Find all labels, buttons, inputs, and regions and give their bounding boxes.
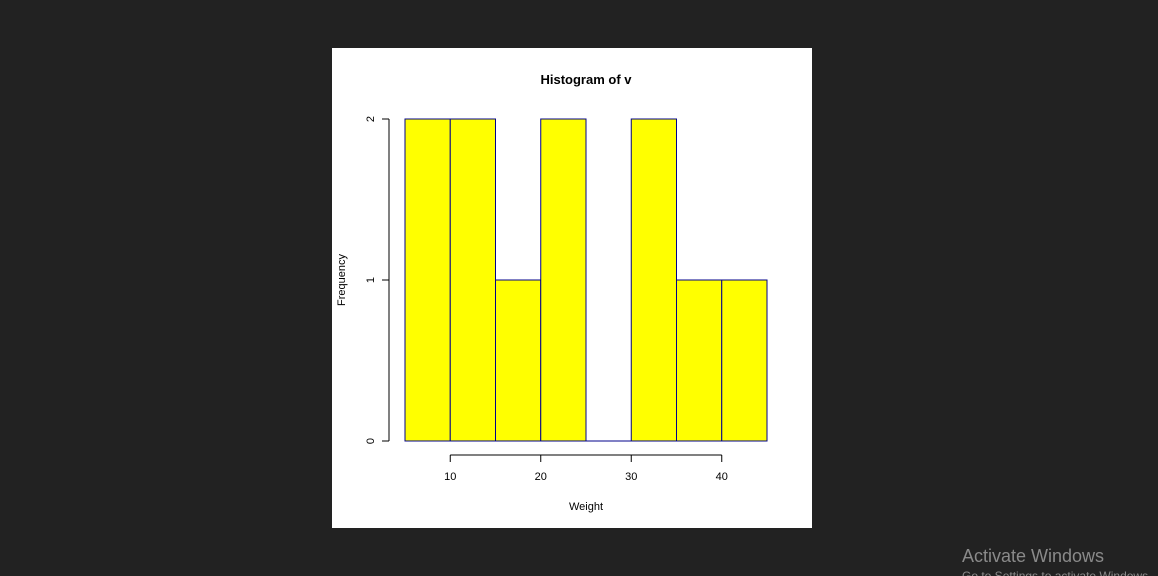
x-tick-label: 10	[444, 471, 456, 483]
bars-layer	[404, 118, 768, 442]
y-axis-label: Frequency	[336, 254, 348, 306]
activate-windows-subtext: Go to Settings to activate Windows.	[962, 569, 1152, 576]
histogram-bar	[449, 118, 496, 442]
chart-title: Histogram of v	[540, 72, 632, 87]
activate-windows-watermark: Activate Windows	[962, 546, 1105, 566]
x-axis-label: Weight	[569, 501, 603, 513]
x-axis: 10 20 30 40	[444, 454, 728, 483]
histogram-bar	[404, 118, 451, 442]
x-tick-label: 30	[625, 471, 637, 483]
histogram-bar	[721, 279, 768, 442]
histogram-bar	[676, 279, 723, 442]
x-tick-label: 20	[535, 471, 547, 483]
y-tick-label: 1	[365, 277, 377, 283]
histogram-bar	[495, 279, 542, 442]
histogram-bar	[540, 118, 587, 442]
y-tick-label: 0	[365, 438, 377, 444]
x-tick-label: 40	[716, 471, 728, 483]
y-tick-label: 2	[365, 116, 377, 122]
plot-panel: Histogram of v 10 20 30 40 0 1 2 Weight Frequ…	[332, 48, 812, 528]
histogram-bar	[630, 118, 677, 442]
y-axis: 0 1 2	[365, 116, 390, 444]
histogram-chart: Histogram of v 10 20 30 40 0 1 2 Weight Frequ…	[336, 72, 768, 513]
